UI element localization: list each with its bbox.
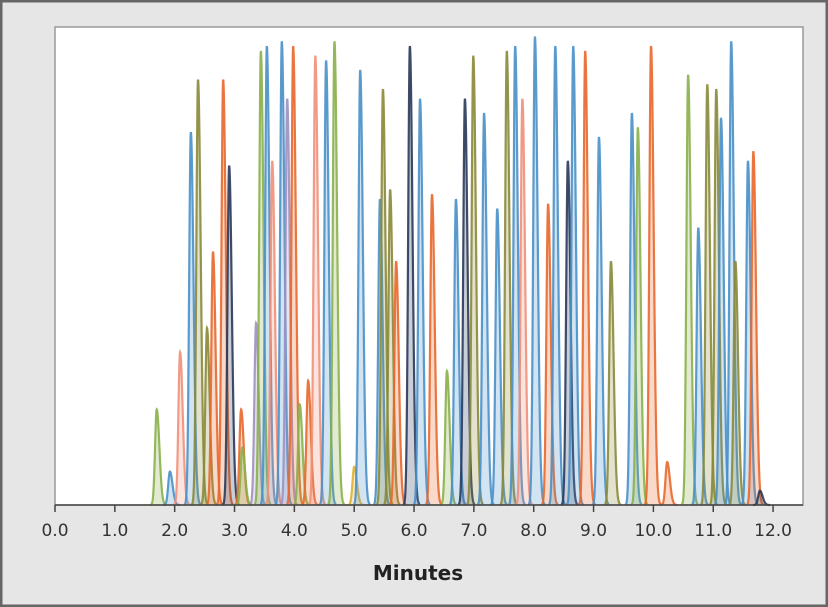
peak <box>740 160 759 506</box>
x-tick-label: 8.0 <box>520 521 547 541</box>
peak <box>476 112 495 506</box>
peak <box>353 69 371 506</box>
peak <box>746 151 764 506</box>
x-tick-label: 1.0 <box>101 521 128 541</box>
x-tick-label: 0.0 <box>41 521 68 541</box>
peak <box>630 127 649 506</box>
peak <box>318 60 337 506</box>
peak <box>389 260 407 506</box>
peak <box>285 45 304 506</box>
x-tick-label: 7.0 <box>460 521 487 541</box>
peak <box>402 45 421 506</box>
peak <box>578 50 596 506</box>
x-tick-label: 9.0 <box>580 521 607 541</box>
peak <box>527 36 546 506</box>
peak <box>680 74 699 506</box>
x-tick-label: 4.0 <box>281 521 308 541</box>
peak <box>383 189 401 506</box>
peak <box>301 378 319 507</box>
x-tick-label: 10.0 <box>634 521 672 541</box>
peak <box>457 98 476 506</box>
peak <box>660 460 678 507</box>
x-tick-label: 2.0 <box>161 521 188 541</box>
peak <box>265 160 283 506</box>
peak <box>183 131 202 506</box>
peak <box>560 160 579 506</box>
peak <box>424 194 443 506</box>
peak <box>499 50 518 506</box>
peak <box>292 402 310 507</box>
peak <box>700 84 718 506</box>
x-axis-label: Minutes <box>373 561 463 585</box>
peak <box>508 45 526 506</box>
x-tick-label: 3.0 <box>221 521 248 541</box>
peak <box>541 203 559 506</box>
peak <box>375 88 394 506</box>
peak <box>235 446 253 507</box>
peak <box>190 79 209 506</box>
x-tick-label: 6.0 <box>401 521 428 541</box>
peak <box>691 227 709 506</box>
peak <box>163 470 181 507</box>
peak <box>724 41 742 506</box>
peak <box>448 198 467 506</box>
peak <box>643 45 662 506</box>
x-tick-label: 5.0 <box>341 521 368 541</box>
peak <box>603 260 622 506</box>
peak <box>216 79 234 506</box>
peak <box>280 98 298 506</box>
peak <box>327 41 346 506</box>
peak <box>205 251 224 506</box>
peak <box>200 324 218 507</box>
x-tick-label: 12.0 <box>754 521 792 541</box>
peaks <box>149 36 771 507</box>
peak <box>713 117 732 506</box>
peak <box>624 112 643 506</box>
peak <box>259 45 278 506</box>
x-tick-label: 11.0 <box>694 521 732 541</box>
peak <box>709 88 727 506</box>
peak <box>149 407 167 507</box>
peak <box>173 348 191 507</box>
peak <box>490 208 508 506</box>
peak <box>440 368 458 507</box>
